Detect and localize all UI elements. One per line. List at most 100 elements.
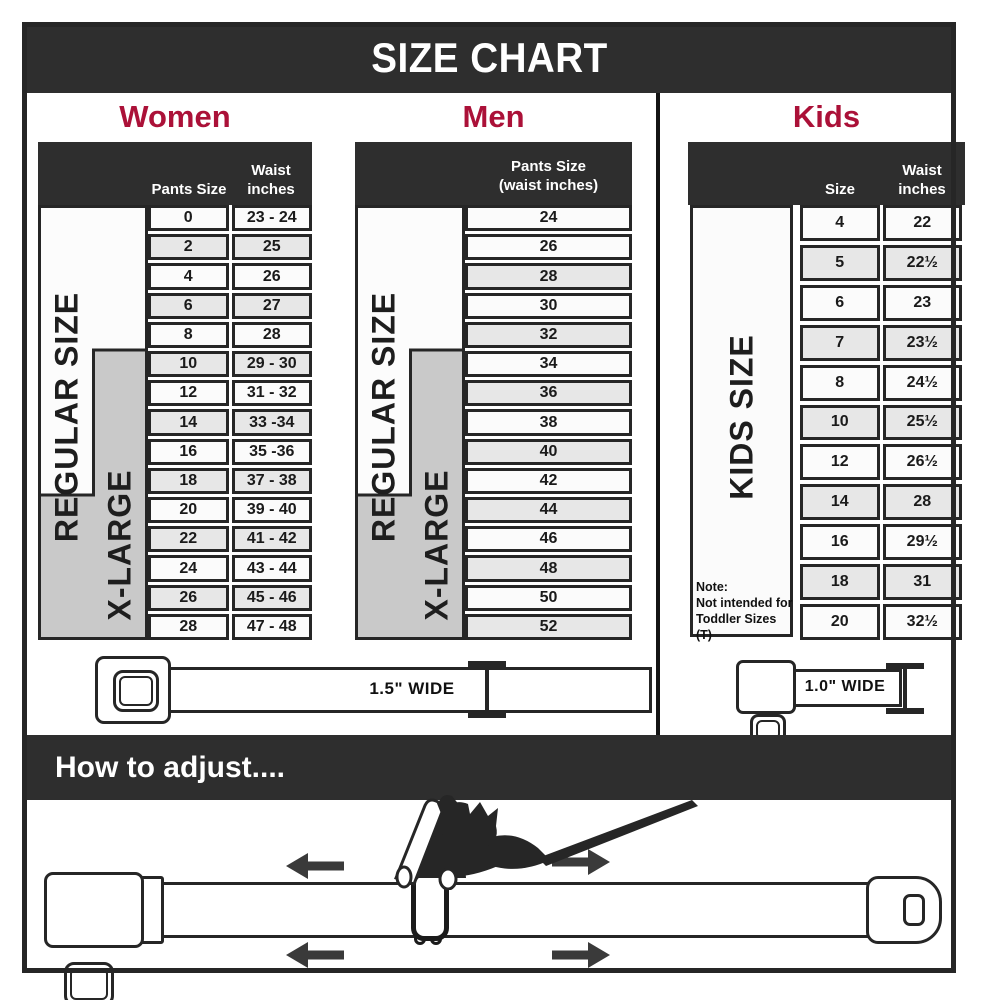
kids-cell: 23½ <box>882 324 962 361</box>
adult-belt-strap-illustration <box>165 667 652 713</box>
men-row: 24 <box>465 205 632 232</box>
kids-row: 10 25½ <box>800 404 962 441</box>
men-size-table: Pants Size (waist inches) REGULAR SIZE X… <box>355 142 632 641</box>
women-row: 20 39 - 40 <box>148 497 312 524</box>
women-cell: 28 <box>231 321 312 349</box>
women-row: 26 45 - 46 <box>148 584 312 611</box>
kids-cell: 7 <box>800 324 880 361</box>
women-cell: 26 <box>148 584 229 611</box>
adult-belt-width-measure-icon <box>485 661 489 718</box>
kids-cell: 5 <box>800 244 880 281</box>
kids-size-side-label: KIDS SIZE <box>723 334 760 500</box>
women-row: 22 41 - 42 <box>148 526 312 553</box>
men-row: 40 <box>465 438 632 465</box>
men-row: 44 <box>465 497 632 524</box>
men-row: 52 <box>465 613 632 641</box>
kids-belt-width-measure-icon <box>886 708 924 714</box>
kids-row: 18 31 <box>800 564 962 601</box>
kids-cell: 23 <box>882 284 962 321</box>
kids-cell: 24½ <box>882 364 962 401</box>
women-row: 2 25 <box>148 234 312 261</box>
kids-cell: 29½ <box>882 524 962 561</box>
women-cell: 23 - 24 <box>231 205 312 232</box>
women-cell: 33 -34 <box>231 409 312 436</box>
kids-row: 20 32½ <box>800 604 962 640</box>
women-cell: 27 <box>231 292 312 319</box>
kids-belt-width-label: 1.0" WIDE <box>804 678 886 695</box>
kids-cell: 22 <box>882 205 962 241</box>
men-regular-size-label: REGULAR SIZE <box>365 291 402 543</box>
women-row: 4 26 <box>148 263 312 290</box>
women-cell: 6 <box>148 292 229 319</box>
women-cell: 18 <box>148 467 229 495</box>
women-cell: 20 <box>148 497 229 524</box>
women-row: 10 29 - 30 <box>148 351 312 378</box>
women-xlarge-label: X-LARGE <box>101 469 138 621</box>
men-size-group-shape <box>355 205 465 640</box>
page-title: SIZE CHART <box>370 33 608 81</box>
title-bar: SIZE CHART <box>22 22 956 93</box>
women-row: 0 23 - 24 <box>148 205 312 232</box>
men-cell: 40 <box>465 438 632 465</box>
men-cell: 50 <box>465 584 632 611</box>
kids-seatbelt-buckle-illustration <box>736 660 796 714</box>
women-cell: 4 <box>148 263 229 290</box>
women-row: 18 37 - 38 <box>148 467 312 495</box>
kids-size-table: Size Waist inches KIDS SIZE Note: Not in… <box>688 142 965 642</box>
men-pants-size-header: Pants Size (waist inches) <box>498 158 599 194</box>
men-cell: 26 <box>465 234 632 261</box>
men-row: 42 <box>465 467 632 495</box>
kids-cell: 18 <box>800 564 880 601</box>
how-to-adjust-bar: How to adjust.... <box>22 735 956 800</box>
women-cell: 0 <box>148 205 229 232</box>
men-cell: 36 <box>465 380 632 407</box>
women-cell: 10 <box>148 351 229 378</box>
women-cell: 22 <box>148 526 229 553</box>
men-heading: Men <box>462 99 525 134</box>
men-cell: 42 <box>465 467 632 495</box>
women-cell: 31 - 32 <box>231 380 312 407</box>
men-xlarge-label: X-LARGE <box>418 469 455 621</box>
men-cell: 44 <box>465 497 632 524</box>
hand-pulling-belt-illustration <box>394 795 698 890</box>
women-cell: 28 <box>148 613 229 641</box>
men-cell: 38 <box>465 409 632 436</box>
women-cell: 39 - 40 <box>231 497 312 524</box>
kids-size-group-box <box>690 205 793 637</box>
adjust-seatbelt-buckle-illustration <box>44 872 144 948</box>
men-row: 34 <box>465 351 632 378</box>
arrow-left-icon <box>286 942 344 968</box>
women-waist-header: Waist inches <box>247 162 295 198</box>
kids-cell: 26½ <box>882 444 962 481</box>
kids-size-header: Size <box>824 181 855 198</box>
men-cell: 52 <box>465 613 632 641</box>
adjust-seatbelt-buckle-button <box>64 962 114 1000</box>
men-row: 28 <box>465 263 632 290</box>
kids-row: 6 23 <box>800 284 962 321</box>
kids-cell: 31 <box>882 564 962 601</box>
men-cell: 24 <box>465 205 632 232</box>
kids-row: 14 28 <box>800 484 962 521</box>
kids-cell: 8 <box>800 364 880 401</box>
women-size-table: Pants Size Waist inches REGULAR SIZE X-L… <box>38 142 312 641</box>
kids-cell: 22½ <box>882 244 962 281</box>
kids-cell: 32½ <box>882 604 962 640</box>
women-regular-size-label: REGULAR SIZE <box>48 291 85 543</box>
men-row: 30 <box>465 292 632 319</box>
women-row: 16 35 -36 <box>148 438 312 465</box>
men-row: 38 <box>465 409 632 436</box>
how-to-adjust-heading: How to adjust.... <box>55 750 285 784</box>
women-cell: 25 <box>231 234 312 261</box>
women-cell: 45 - 46 <box>231 584 312 611</box>
women-cell: 37 - 38 <box>231 467 312 495</box>
women-cell: 8 <box>148 321 229 349</box>
kids-row: 8 24½ <box>800 364 962 401</box>
men-rows: 24 26 28 30 32 34 36 38 40 42 44 46 48 50 52 <box>465 205 632 641</box>
kids-note: Note: Not intended for Toddler Sizes (T) <box>696 580 793 642</box>
women-cell: 16 <box>148 438 229 465</box>
men-cell: 32 <box>465 321 632 349</box>
kids-cell: 4 <box>800 205 880 241</box>
women-cell: 43 - 44 <box>231 555 312 582</box>
men-table-header: Pants Size (waist inches) <box>355 142 632 205</box>
